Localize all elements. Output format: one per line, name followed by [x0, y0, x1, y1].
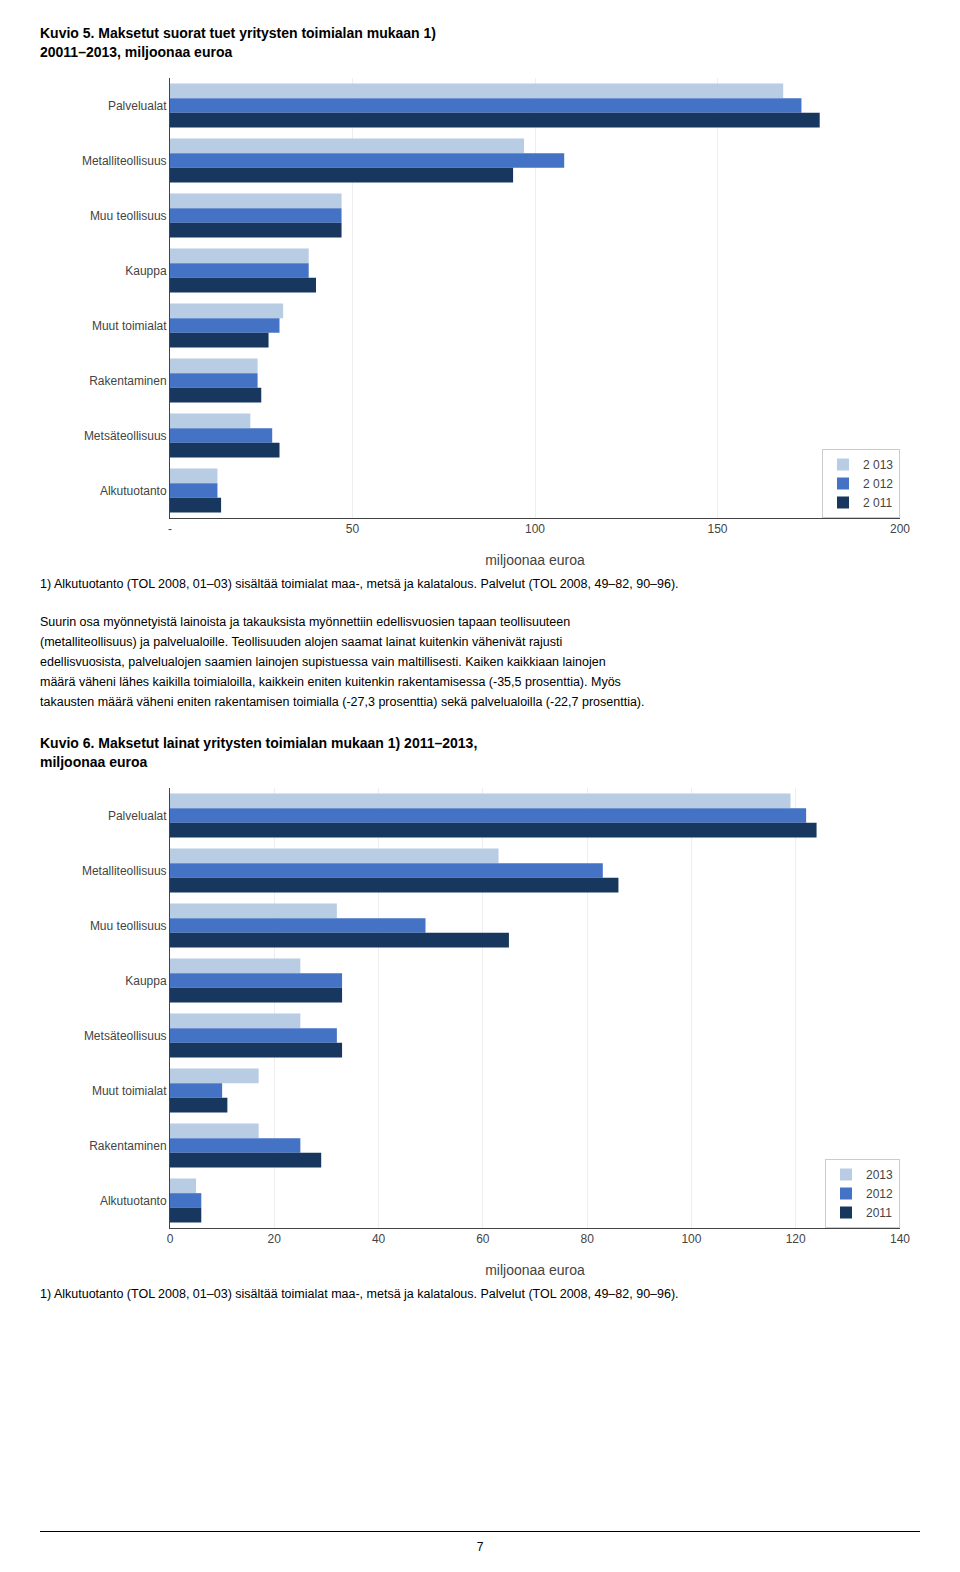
html-text:Kuvio 5. Maksetut suorat tuet: Kuvio 5. Maksetut suorat tuet yritysten …: [40, 25, 436, 41]
svg-text:140: 140: [890, 1232, 910, 1246]
html-text:1) Alkutuotanto (TOL 2008, 01–: 1) Alkutuotanto (TOL 2008, 01–03) sisält…: [40, 577, 679, 591]
svg-text:200: 200: [890, 522, 910, 536]
svg-text:2 013: 2 013: [863, 458, 893, 472]
svg-text:20: 20: [268, 1232, 282, 1246]
svg-text:60: 60: [476, 1232, 490, 1246]
svg-text:40: 40: [372, 1232, 386, 1246]
html-text:7: 7: [476, 1540, 484, 1554]
svg-text:2013: 2013: [866, 1168, 893, 1182]
svg-text:120: 120: [786, 1232, 806, 1246]
html-text:miljoonaa euroa: miljoonaa euroa: [40, 754, 148, 770]
svg-text:Kauppa: Kauppa: [125, 264, 167, 278]
svg-text:80: 80: [580, 1232, 594, 1246]
svg-text:Metalliteollisuus: Metalliteollisuus: [82, 864, 167, 878]
svg-text:Metsäteollisuus: Metsäteollisuus: [84, 1029, 167, 1043]
svg-text:Muu teollisuus: Muu teollisuus: [90, 209, 167, 223]
html-text:Suurin osa myönnetyistä lainoi: Suurin osa myönnetyistä lainoista ja tak…: [40, 615, 571, 629]
svg-text:Muut toimialat: Muut toimialat: [92, 1084, 167, 1098]
svg-text:Alkutuotanto: Alkutuotanto: [100, 484, 167, 498]
svg-text:100: 100: [681, 1232, 701, 1246]
html-text:edellisvuosista, palvelualojen: edellisvuosista, palvelualojen saamien l…: [40, 655, 606, 669]
svg-text:Kauppa: Kauppa: [125, 974, 167, 988]
svg-text:100: 100: [525, 522, 545, 536]
svg-text:Palvelualat: Palvelualat: [108, 99, 167, 113]
html-text:määrä väheni lähes kaikilla to: määrä väheni lähes kaikilla toimialoilla…: [40, 675, 621, 689]
svg-text:2 011: 2 011: [863, 496, 892, 510]
svg-text:-: -: [168, 522, 172, 536]
svg-text:2 012: 2 012: [863, 477, 893, 491]
svg-text:Rakentaminen: Rakentaminen: [89, 1139, 166, 1153]
svg-text:0: 0: [167, 1232, 174, 1246]
svg-text:Muut toimialat: Muut toimialat: [92, 319, 167, 333]
html-text:20011–2013, miljoonaa euroa: 20011–2013, miljoonaa euroa: [40, 44, 233, 60]
svg-text:miljoonaa euroa: miljoonaa euroa: [485, 552, 585, 568]
html-text:(metalliteollisuus) ja palvelu: (metalliteollisuus) ja palvelualoille. T…: [40, 635, 563, 649]
svg-text:Metalliteollisuus: Metalliteollisuus: [82, 154, 167, 168]
svg-text:miljoonaa euroa: miljoonaa euroa: [485, 1262, 585, 1278]
svg-text:Metsäteollisuus: Metsäteollisuus: [84, 429, 167, 443]
svg-text:Palvelualat: Palvelualat: [108, 809, 167, 823]
svg-text:2012: 2012: [866, 1187, 893, 1201]
html-text:1) Alkutuotanto (TOL 2008, 01–: 1) Alkutuotanto (TOL 2008, 01–03) sisält…: [40, 1287, 679, 1301]
svg-text:Alkutuotanto: Alkutuotanto: [100, 1194, 167, 1208]
svg-text:2011: 2011: [866, 1206, 892, 1220]
svg-text:Muu teollisuus: Muu teollisuus: [90, 919, 167, 933]
svg-text:150: 150: [707, 522, 727, 536]
html-text:takausten määrä väheni eniten: takausten määrä väheni eniten rakentamis…: [40, 695, 645, 709]
svg-text:Rakentaminen: Rakentaminen: [89, 374, 166, 388]
html-text:Kuvio 6. Maksetut lainat yrity: Kuvio 6. Maksetut lainat yritysten toimi…: [40, 735, 478, 751]
svg-text:50: 50: [346, 522, 360, 536]
